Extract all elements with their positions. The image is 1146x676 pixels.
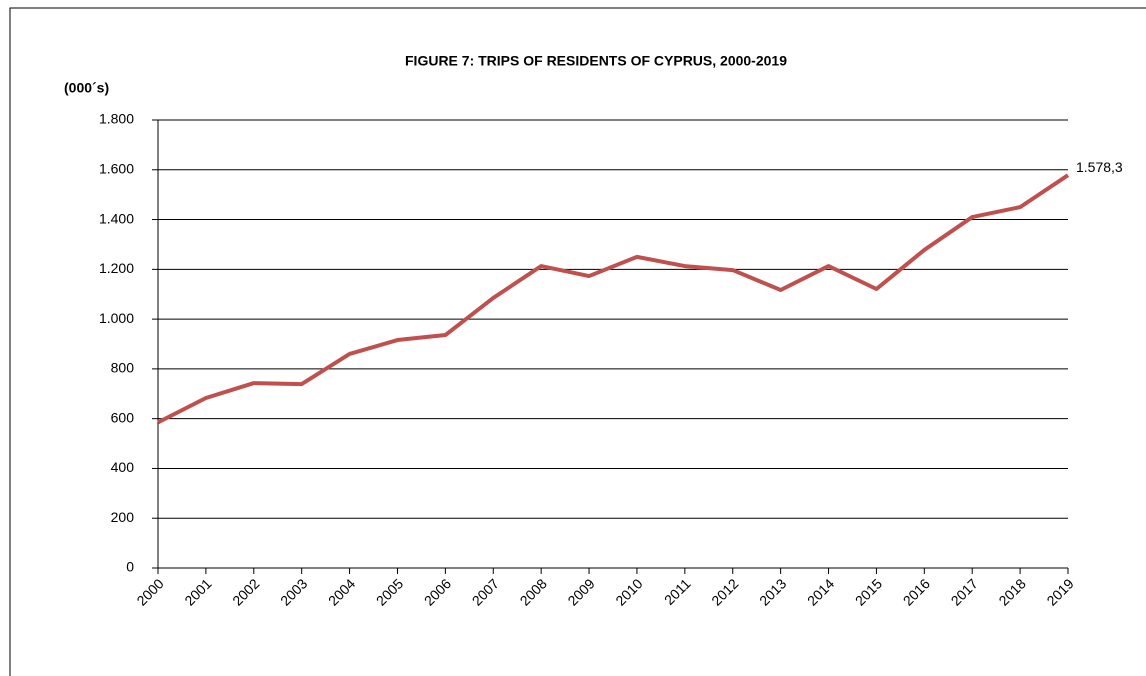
y-tick-label: 1.000 — [99, 310, 134, 326]
chart-title: FIGURE 7: TRIPS OF RESIDENTS OF CYPRUS, … — [405, 53, 787, 69]
y-tick-label: 1.600 — [99, 160, 134, 176]
x-tick-label: 2005 — [373, 575, 406, 608]
x-tick-label: 2018 — [996, 575, 1029, 608]
x-tick-label: 2000 — [133, 575, 166, 608]
frame — [9, 7, 1146, 676]
x-tick-label: 2013 — [756, 575, 789, 608]
x-tick-label: 2003 — [277, 575, 310, 608]
y-axis-label: (000´s) — [64, 80, 109, 96]
y-tick-label: 1.400 — [99, 210, 134, 226]
y-tick-label: 1.800 — [99, 111, 134, 127]
x-tick-label: 2007 — [469, 575, 502, 608]
x-tick-label: 2010 — [612, 575, 645, 608]
x-tick-label: 2012 — [708, 575, 741, 608]
x-tick-label: 2011 — [661, 575, 694, 608]
y-tick-label: 200 — [111, 509, 135, 525]
x-tick-label: 2006 — [421, 575, 454, 608]
x-tick-label: 2016 — [900, 575, 933, 608]
x-tick-label: 2014 — [804, 575, 837, 608]
y-tick-label: 800 — [111, 360, 135, 376]
data-label: 1.578,3 — [1076, 159, 1123, 175]
y-tick-label: 0 — [126, 559, 134, 575]
x-tick-label: 2002 — [229, 575, 262, 608]
data-line — [157, 173, 1070, 425]
y-tick-label: 1.200 — [99, 260, 134, 276]
x-tick-label: 2017 — [948, 575, 981, 608]
x-tick-label: 2001 — [181, 575, 214, 608]
x-tick-label: 2004 — [325, 575, 358, 608]
y-tick-label: 400 — [111, 459, 135, 475]
y-tick-label: 600 — [111, 409, 135, 425]
x-tick-label: 2019 — [1043, 575, 1076, 608]
x-tick-label: 2008 — [517, 575, 550, 608]
x-tick-label: 2009 — [564, 575, 597, 608]
x-tick-label: 2015 — [852, 575, 885, 608]
